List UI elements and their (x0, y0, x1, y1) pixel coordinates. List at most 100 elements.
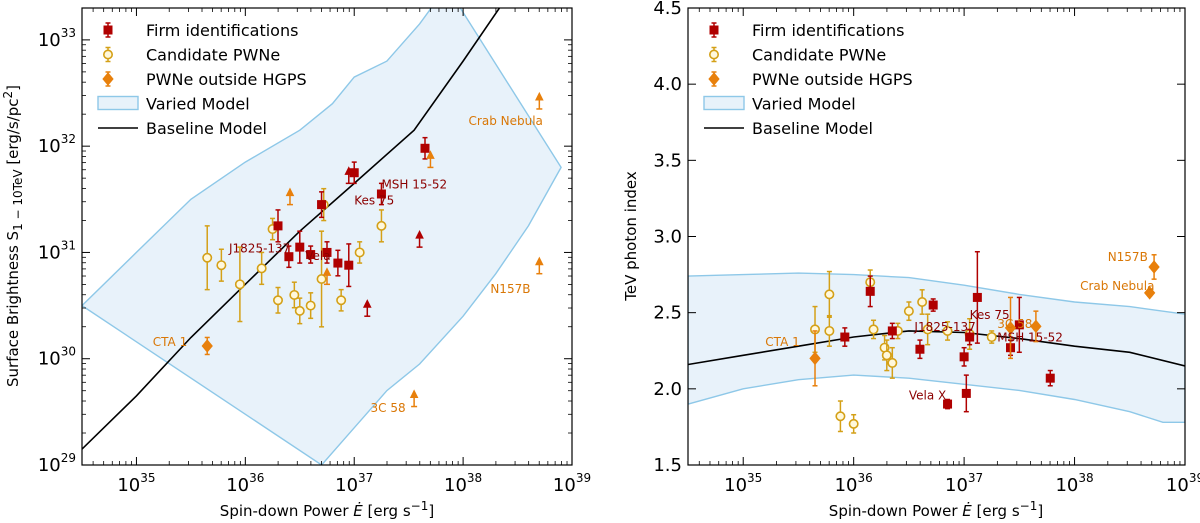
x-tick-exponent: 35 (140, 471, 155, 485)
x-tick-exponent: 39 (1189, 471, 1200, 485)
x-tick-label: 1037 (335, 471, 373, 496)
y-tick-label: 4.0 (653, 74, 682, 95)
annotation-label: Vela (305, 249, 330, 263)
annotation-label: MSH 15-52 (381, 178, 447, 192)
annotation-label: Vela X (909, 388, 946, 402)
candidate-point (942, 325, 953, 336)
annotation-label: 3C 58 (997, 317, 1032, 331)
y-tick-label: 1033 (38, 26, 76, 51)
legend-candidate-marker (708, 49, 719, 60)
legend-label-varied: Varied Model (146, 95, 250, 114)
x-tick-label: 1035 (724, 471, 762, 496)
legend-varied-swatch (97, 95, 139, 111)
firm-lower-limit-head (362, 299, 372, 308)
candidate-point (376, 220, 387, 231)
legend-varied-swatch (703, 95, 745, 111)
candidate-point (917, 297, 928, 308)
outside-lower-limit-head (535, 256, 544, 266)
x-tick-base: 10 (1166, 475, 1189, 496)
candidate-point (354, 247, 365, 258)
x-tick-exponent: 39 (576, 471, 591, 485)
y-tick-label: 3.5 (653, 150, 682, 171)
x-tick-label: 1036 (226, 471, 264, 496)
candidate-point (256, 263, 267, 274)
y-tick-base: 10 (38, 136, 61, 157)
candidate-point (294, 305, 305, 316)
y-tick-label: 3.0 (653, 227, 682, 248)
firm-point (840, 332, 850, 342)
legend-label-firm: Firm identifications (752, 21, 904, 40)
candidate-point (835, 411, 846, 422)
firm-point (376, 189, 386, 199)
annotation-label: N157B (490, 282, 530, 296)
candidate-point (868, 324, 879, 335)
candidate-point (824, 289, 835, 300)
y-tick-label: 1.5 (653, 455, 682, 476)
y-tick-base: 10 (38, 349, 61, 370)
left-y-axis-title: Surface Brightness S1 − 10TeV [erg/s/pc2… (1, 85, 25, 387)
firm-point (1045, 373, 1055, 383)
x-tick-label: 1038 (1055, 471, 1093, 496)
annotation-label: Kes 75 (354, 194, 394, 208)
legend-firm-marker (103, 25, 113, 35)
y-tick-label: 1030 (38, 345, 76, 370)
left-legend: Firm identifications Candidate PWNe PWNe o… (97, 21, 307, 138)
right-legend: Firm identifications Candidate PWNe PWNe o… (703, 21, 913, 138)
annotation-label: Crab Nebula (469, 114, 543, 128)
outside-point (809, 351, 821, 366)
firm-point (865, 286, 875, 296)
firm-point (306, 250, 316, 260)
x-tick-base: 10 (117, 475, 140, 496)
y-tick-base: 10 (38, 455, 61, 476)
left-x-axis-title: Spin-down Power Ė [erg s−1] (220, 499, 434, 520)
y-tick-label: 1032 (38, 132, 76, 157)
outside-lower-limit-head (426, 150, 435, 159)
y-tick-label: 1029 (38, 451, 76, 476)
firm-point (317, 200, 327, 210)
legend-label-baseline: Baseline Model (146, 119, 267, 138)
outside-lower-limit-head (285, 187, 295, 197)
candidate-point (216, 260, 227, 271)
candidate-point (289, 289, 300, 300)
firm-point (1014, 320, 1024, 330)
baseline-model-line (688, 330, 1185, 367)
candidate-point (336, 295, 347, 306)
x-tick-base: 10 (724, 475, 747, 496)
candidate-point (986, 332, 997, 343)
firm-point (928, 300, 938, 310)
varied-model-band (688, 272, 1185, 423)
right-ticks: 103510361037103810391.52.02.53.03.54.04.… (653, 0, 1200, 496)
left-chart: Kes 75 MSH 15-52 J1825-137 Vela Crab Nebula N… (1, 7, 591, 520)
y-tick-exponent: 33 (61, 26, 76, 40)
annotation-label: CTA 1 (765, 335, 799, 349)
firm-point (887, 326, 897, 336)
annotation-label: J1825-137 (228, 241, 290, 255)
annotation-label: N157B (1108, 250, 1148, 264)
firm-point (961, 388, 971, 398)
x-tick-base: 10 (835, 475, 858, 496)
y-tick-label: 2.5 (653, 303, 682, 324)
firm-point (284, 252, 294, 262)
x-tick-exponent: 37 (358, 471, 373, 485)
firm-point (972, 292, 982, 302)
y-tick-label: 4.5 (653, 0, 682, 19)
legend-firm-marker (709, 25, 719, 35)
left-axes-frame (81, 7, 573, 466)
y-tick-exponent: 32 (61, 132, 76, 146)
x-tick-label: 1035 (117, 471, 155, 496)
legend-label-candidate: Candidate PWNe (146, 46, 280, 65)
x-tick-base: 10 (945, 475, 968, 496)
firm-lower-limit-head (415, 230, 424, 239)
x-tick-base: 10 (1055, 475, 1078, 496)
firm-point (915, 344, 925, 354)
annotation-label: Crab Nebula (1080, 279, 1154, 293)
candidate-point (316, 274, 327, 285)
outside-lower-limit-head (535, 91, 544, 101)
firm-point (333, 258, 343, 268)
legend-outside-marker (102, 72, 114, 86)
right-y-axis-title: TeV photon index (622, 171, 640, 302)
x-tick-base: 10 (553, 475, 576, 496)
